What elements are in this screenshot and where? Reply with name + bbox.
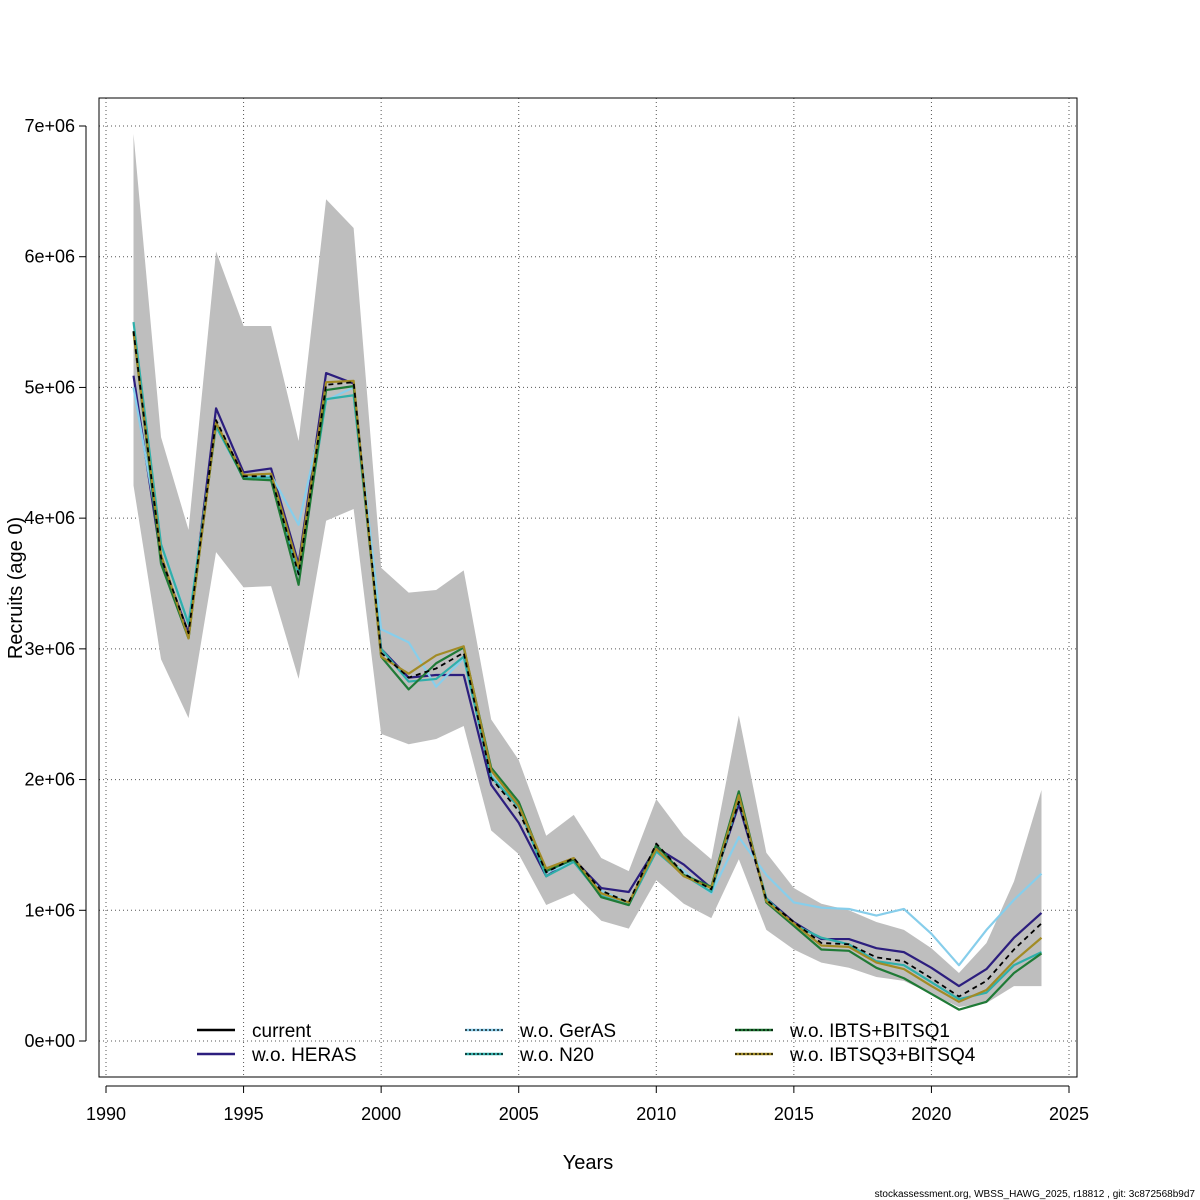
confidence-band [133, 133, 1042, 1008]
y-axis-title: Recruits (age 0) [5, 517, 27, 659]
x-tick-label: 1995 [224, 1104, 264, 1124]
y-axis: 0e+00 1e+06 2e+06 3e+06 4e+06 5e+06 6e+06 7e+06 [24, 116, 87, 1051]
legend-item-w-o-ibtsq3-bitsq4: w.o. IBTSQ3+BITSQ4 [735, 1045, 976, 1066]
confidence-band-layer [133, 133, 1042, 1008]
x-tick-label: 1990 [86, 1104, 126, 1124]
x-tick-label: 2025 [1049, 1104, 1089, 1124]
legend-label: w.o. HERAS [251, 1045, 357, 1066]
x-tick-label: 2010 [636, 1104, 676, 1124]
legend-item-w-o-ibts-bitsq1: w.o. IBTS+BITSQ1 [735, 1021, 950, 1042]
x-axis-title: Years [563, 1152, 613, 1174]
legend-label: w.o. GerAS [519, 1021, 616, 1042]
y-tick-label: 1e+06 [24, 900, 75, 920]
legend-item-current: current [197, 1021, 312, 1042]
y-tick-label: 5e+06 [24, 377, 75, 397]
grid [99, 98, 1077, 1077]
legend-label: current [252, 1021, 312, 1042]
legend: current w.o. HERAS w.o. GerAS w.o. N20 w.o. … [197, 1021, 976, 1066]
legend-item-w-o-heras: w.o. HERAS [197, 1045, 357, 1066]
x-tick-label: 2005 [499, 1104, 539, 1124]
y-tick-label: 0e+00 [24, 1031, 75, 1051]
series-line-current [132, 331, 1043, 998]
x-tick-label: 2020 [911, 1104, 951, 1124]
series-line-w-o-ibts-bitsq1 [132, 331, 1043, 1011]
x-axis: 1990 1995 2000 2005 2010 2015 2020 2025 [86, 1085, 1089, 1124]
y-tick-label: 7e+06 [24, 116, 75, 136]
x-tick-label: 2015 [774, 1104, 814, 1124]
plot-frame [98, 97, 1078, 1078]
y-tick-label: 6e+06 [24, 247, 75, 267]
series-layer [132, 321, 1043, 1011]
y-tick-label: 4e+06 [24, 508, 75, 528]
x-tick-label: 2000 [361, 1104, 401, 1124]
legend-label: w.o. N20 [519, 1045, 594, 1066]
legend-label: w.o. IBTS+BITSQ1 [789, 1021, 950, 1042]
legend-item-w-o-geras: w.o. GerAS [465, 1021, 616, 1042]
footnote: stockassessment.org, WBSS_HAWG_2025, r18… [875, 1189, 1196, 1200]
y-tick-label: 3e+06 [24, 639, 75, 659]
legend-item-w-o-n20: w.o. N20 [465, 1045, 594, 1066]
legend-label: w.o. IBTSQ3+BITSQ4 [789, 1045, 976, 1066]
y-tick-label: 2e+06 [24, 770, 75, 790]
